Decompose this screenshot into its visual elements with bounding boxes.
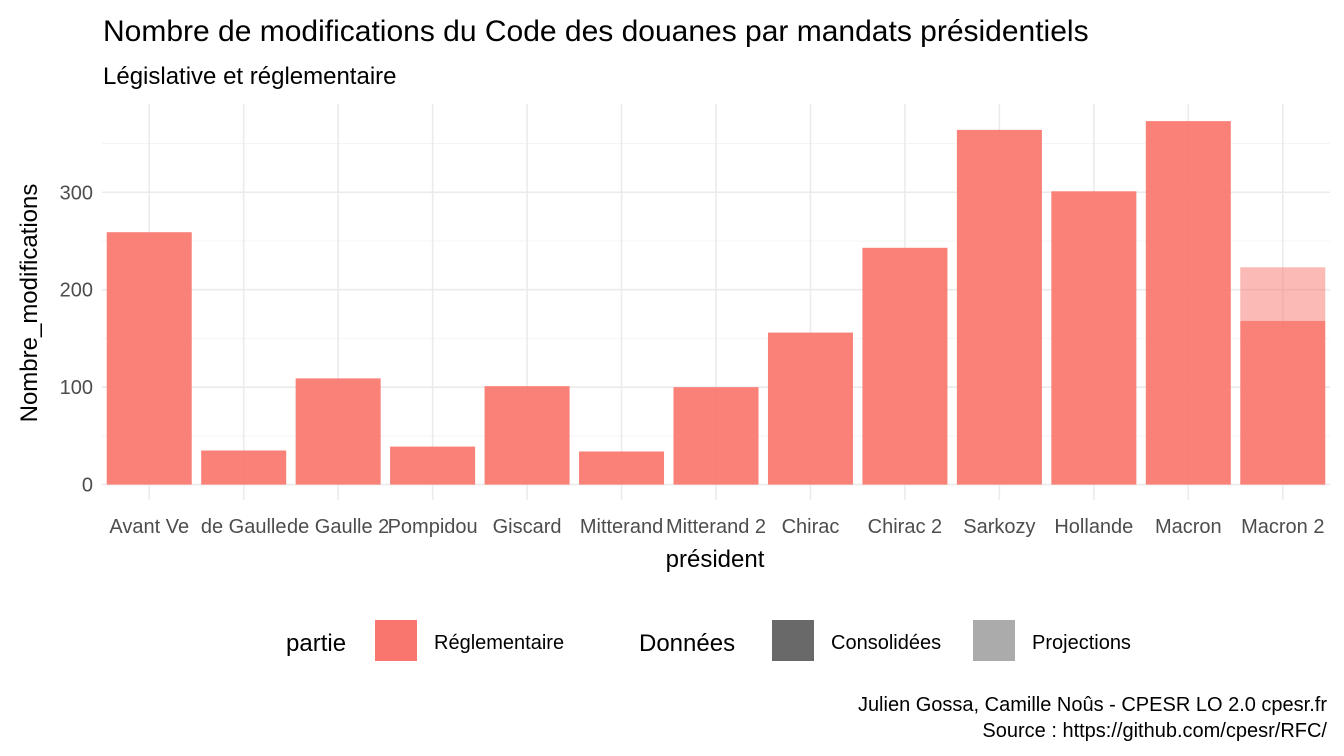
legend-title-donnees: Données (639, 630, 735, 657)
legend-swatch-projections (973, 620, 1015, 661)
y-tick-label: 0 (82, 475, 93, 497)
bar-consolidees (579, 451, 665, 485)
x-tick-label: Pompidou (388, 516, 478, 538)
x-tick-label: Mitterand (580, 516, 663, 538)
x-tick-label: de Gaulle (201, 516, 287, 538)
bar-consolidees (1240, 320, 1326, 485)
bar-consolidees (106, 232, 192, 485)
bars (106, 121, 1326, 485)
bar-consolidees (862, 247, 948, 485)
legend: partie Réglementaire Données Consolidées… (286, 620, 1131, 661)
x-tick-label: Sarkozy (963, 516, 1035, 538)
bar-consolidees (295, 378, 381, 485)
caption-line-1: Julien Gossa, Camille Noûs - CPESR LO 2.… (858, 694, 1327, 716)
chart-title: Nombre de modifications du Code des doua… (103, 15, 1089, 48)
bar-consolidees (390, 446, 476, 485)
x-tick-label: Macron 2 (1241, 516, 1324, 538)
chart-subtitle: Législative et réglementaire (103, 63, 397, 90)
y-tick-label: 300 (60, 182, 93, 204)
bar-consolidees (767, 332, 853, 485)
legend-label-reglementaire: Réglementaire (434, 632, 564, 654)
bar-consolidees (201, 450, 287, 485)
bar-consolidees (673, 387, 759, 485)
x-axis-title: président (666, 546, 765, 573)
bar-consolidees (1145, 121, 1231, 485)
bar-consolidees (484, 386, 570, 485)
y-axis-ticks: 0 100 200 300 (60, 182, 93, 496)
x-tick-label: Chirac 2 (868, 516, 942, 538)
x-tick-label: Hollande (1054, 516, 1133, 538)
x-tick-label: Avant Ve (109, 516, 189, 538)
x-tick-label: de Gaulle 2 (287, 516, 389, 538)
x-tick-label: Giscard (493, 516, 562, 538)
y-tick-label: 100 (60, 377, 93, 399)
y-axis-title: Nombre_modifications (16, 184, 43, 423)
legend-swatch-reglementaire (375, 620, 417, 661)
x-tick-label: Macron (1155, 516, 1222, 538)
caption-line-2: Source : https://github.com/cpesr/RFC/ (982, 720, 1327, 742)
legend-label-consolidees: Consolidées (831, 632, 941, 654)
x-tick-label: Chirac (782, 516, 840, 538)
legend-title-partie: partie (286, 630, 346, 657)
legend-swatch-consolidees (772, 620, 814, 661)
x-tick-label: Mitterand 2 (666, 516, 766, 538)
bar-consolidees (1051, 191, 1137, 485)
bar-projections (1240, 267, 1326, 321)
bar-consolidees (956, 129, 1042, 485)
legend-label-projections: Projections (1032, 632, 1131, 654)
y-tick-label: 200 (60, 280, 93, 302)
